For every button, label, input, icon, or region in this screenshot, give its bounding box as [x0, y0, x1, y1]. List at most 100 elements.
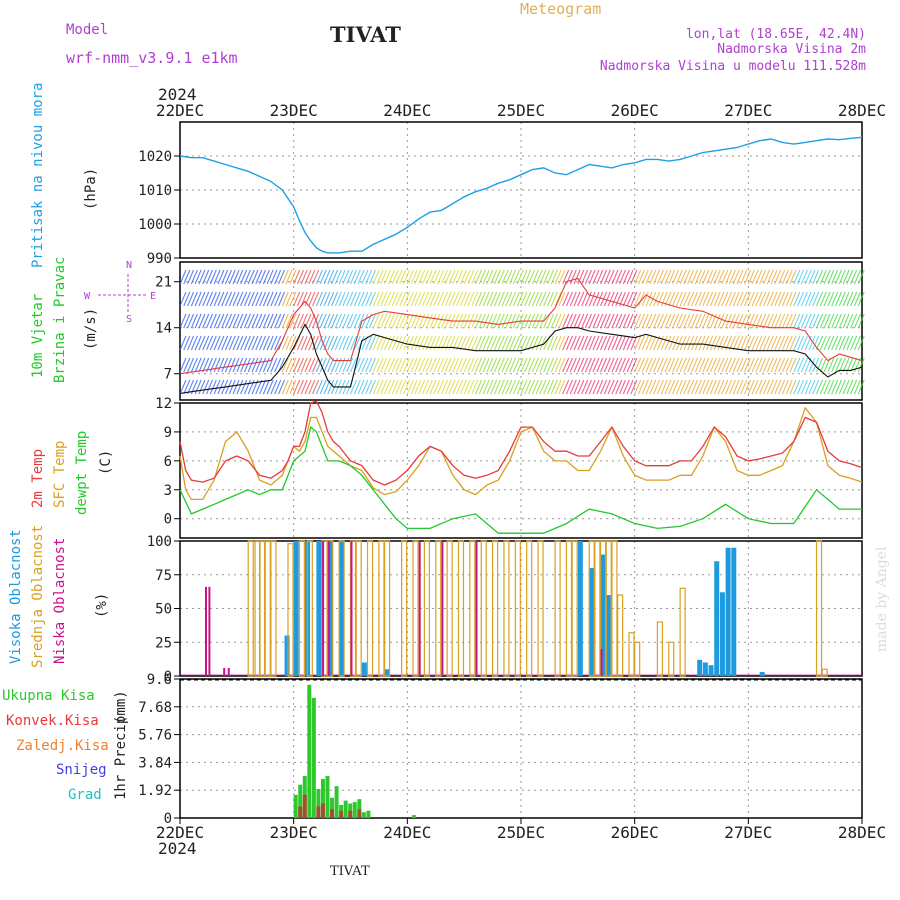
wind-barb — [649, 269, 657, 285]
wind-barb — [368, 335, 376, 351]
wind-barb — [403, 335, 411, 351]
cloud-bar — [719, 592, 725, 676]
wind-barb — [653, 291, 661, 307]
wind-barb — [588, 269, 596, 285]
wind-barb — [702, 313, 710, 329]
cloud-bar — [350, 541, 353, 676]
wind-barb — [368, 269, 376, 285]
wind-barb — [331, 335, 339, 351]
wind-barb — [183, 313, 191, 329]
wind-barb — [497, 313, 505, 329]
wind-barb — [319, 291, 327, 307]
wind-barb — [243, 379, 251, 395]
wind-barb — [190, 269, 198, 285]
wind-barb — [255, 357, 263, 373]
cloud-ylabel3: Niska Oblacnost — [52, 538, 68, 664]
wind-barb — [581, 313, 589, 329]
wind-barb — [300, 269, 308, 285]
cloud-bar — [412, 540, 419, 677]
wind-barb — [797, 313, 805, 329]
wind-barb — [550, 269, 558, 285]
wind-barb — [376, 269, 384, 285]
wind-barb — [421, 357, 429, 373]
wind-barb — [531, 357, 539, 373]
bottom-date-label: 22DEC — [156, 823, 204, 842]
wind-barb — [603, 357, 611, 373]
wind-barb — [698, 379, 706, 395]
wind-barb — [543, 379, 551, 395]
wind-barb — [842, 357, 850, 373]
wind-barb — [785, 357, 793, 373]
wind-barb — [247, 269, 255, 285]
wind-barb — [266, 313, 274, 329]
wind-barb — [501, 313, 509, 329]
wind-barb — [800, 291, 808, 307]
wind-barb — [387, 313, 395, 329]
wind-barb — [380, 269, 388, 285]
wind-barb — [759, 291, 767, 307]
wind-barb — [573, 269, 581, 285]
wind-barb — [853, 313, 861, 329]
wind-barb — [437, 379, 445, 395]
wind-barb — [789, 291, 797, 307]
wind-barb — [558, 313, 566, 329]
wind-barb — [251, 291, 259, 307]
wind-barb — [444, 269, 452, 285]
wind-barb — [694, 335, 702, 351]
wind-barb — [747, 379, 755, 395]
wind-barb — [736, 313, 744, 329]
wind-barb — [524, 291, 532, 307]
cloud-bar — [384, 540, 391, 677]
model-name: wrf-nmm_v3.9.1 e1km — [66, 49, 238, 67]
wind-barb — [634, 269, 642, 285]
wind-barb — [304, 379, 312, 395]
wind-barb — [247, 335, 255, 351]
cloud-bar — [298, 540, 305, 677]
precip-bar — [316, 806, 321, 818]
wind-barb — [800, 335, 808, 351]
cloud-bar — [287, 543, 294, 677]
cloud-bar — [821, 668, 828, 677]
cloud-bar — [634, 641, 641, 677]
wind-barb — [793, 269, 801, 285]
wind-barb — [690, 291, 699, 307]
wind-barb — [831, 291, 839, 307]
wind-barb — [331, 269, 339, 285]
wind-barb — [482, 379, 490, 395]
wind-barb — [562, 357, 570, 373]
cloud-bar — [600, 649, 603, 676]
temp-ylabel2: SFC Temp — [52, 441, 68, 508]
wind-barb — [709, 269, 717, 285]
wind-barb — [554, 291, 562, 307]
wind-barb — [600, 269, 608, 285]
wind-barb — [433, 269, 441, 285]
wind-barb — [653, 313, 661, 329]
wind-barb — [535, 379, 543, 395]
wind-barb — [808, 379, 816, 395]
wind-barb — [721, 357, 729, 373]
wind-barb — [672, 379, 680, 395]
y-tick-label: 75 — [155, 568, 172, 584]
wind-barb — [675, 335, 683, 351]
y-tick-label: 0 — [164, 669, 172, 685]
wind-barb — [793, 379, 801, 395]
wind-barb — [315, 379, 323, 395]
precip-bar — [311, 697, 316, 818]
wind-barb — [698, 335, 706, 351]
wind-barb — [558, 357, 566, 373]
wind-barb — [584, 269, 592, 285]
wind-barb — [289, 313, 297, 329]
wind-barb — [641, 313, 649, 329]
wind-barb — [490, 291, 498, 307]
wind-barb — [346, 291, 354, 307]
wind-barb — [463, 335, 471, 351]
wind-barb — [452, 291, 460, 307]
cloud-unit: (%) — [94, 593, 110, 618]
wind-barb — [482, 269, 490, 285]
wind-barb — [611, 357, 619, 373]
wind-barb — [596, 269, 604, 285]
wind-barb — [353, 269, 361, 285]
top-date-label: 23DEC — [270, 101, 318, 120]
cloud-bar — [491, 540, 499, 677]
wind-barb — [706, 335, 714, 351]
